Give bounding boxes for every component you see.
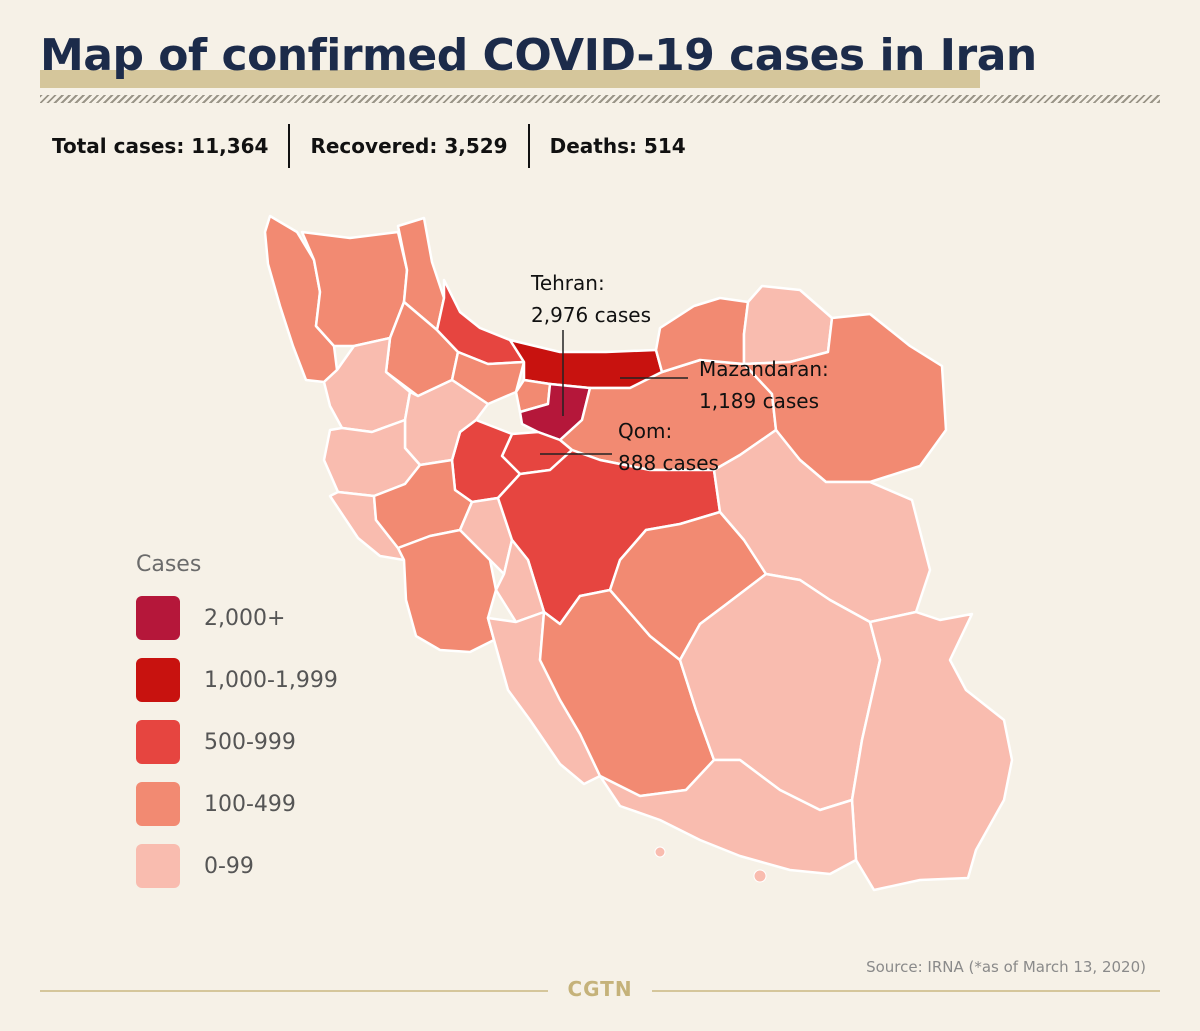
legend-swatch	[136, 720, 180, 764]
stats-bar: Total cases: 11,364 Recovered: 3,529 Dea…	[52, 124, 706, 168]
mazandaran-label: Mazandaran:	[699, 357, 829, 381]
legend-swatch	[136, 782, 180, 826]
title-block: Map of confirmed COVID-19 cases in Iran	[40, 26, 1037, 88]
legend-title: Cases	[136, 552, 202, 577]
legend-item-500: 500-999	[136, 719, 338, 765]
qom-label: Qom:	[618, 419, 672, 443]
recovered-stat: Recovered: 3,529	[310, 134, 508, 158]
legend-label: 1,000-1,999	[204, 667, 338, 693]
legend-swatch	[136, 596, 180, 640]
source-note: Source: IRNA (*as of March 13, 2020)	[866, 958, 1146, 976]
legend-item-1000: 1,000-1,999	[136, 657, 338, 703]
legend-swatch	[136, 658, 180, 702]
hatched-divider	[40, 95, 1160, 103]
province-north-khorasan	[742, 284, 834, 366]
tehran-cases: 2,976 cases	[531, 303, 651, 327]
footer-rule-left	[40, 990, 548, 992]
page-title: Map of confirmed COVID-19 cases in Iran	[40, 30, 1037, 81]
legend-label: 2,000+	[204, 605, 286, 631]
deaths-stat: Deaths: 514	[549, 134, 686, 158]
mazandaran-cases: 1,189 cases	[699, 389, 819, 413]
legend: Cases 2,000+ 1,000-1,999 500-999 100-499…	[136, 552, 338, 905]
province-hormozgan	[598, 758, 858, 876]
title-underline	[40, 70, 980, 88]
legend-label: 0-99	[204, 853, 254, 879]
cgtn-logo: CGTN	[567, 977, 633, 1001]
legend-swatch	[136, 844, 180, 888]
total-cases-stat: Total cases: 11,364	[52, 134, 269, 158]
footer-rule-right	[652, 990, 1160, 992]
qom-cases: 888 cases	[618, 451, 719, 475]
island-qeshm	[753, 869, 767, 883]
stat-divider	[288, 124, 291, 168]
province-sistan-baluchestan	[850, 610, 1014, 892]
island-kish	[654, 846, 666, 858]
legend-item-100: 100-499	[136, 781, 338, 827]
stat-divider	[527, 124, 530, 168]
legend-item-2000: 2,000+	[136, 595, 338, 641]
legend-label: 100-499	[204, 791, 296, 817]
legend-label: 500-999	[204, 729, 296, 755]
tehran-label: Tehran:	[530, 271, 605, 295]
legend-item-0: 0-99	[136, 843, 338, 889]
